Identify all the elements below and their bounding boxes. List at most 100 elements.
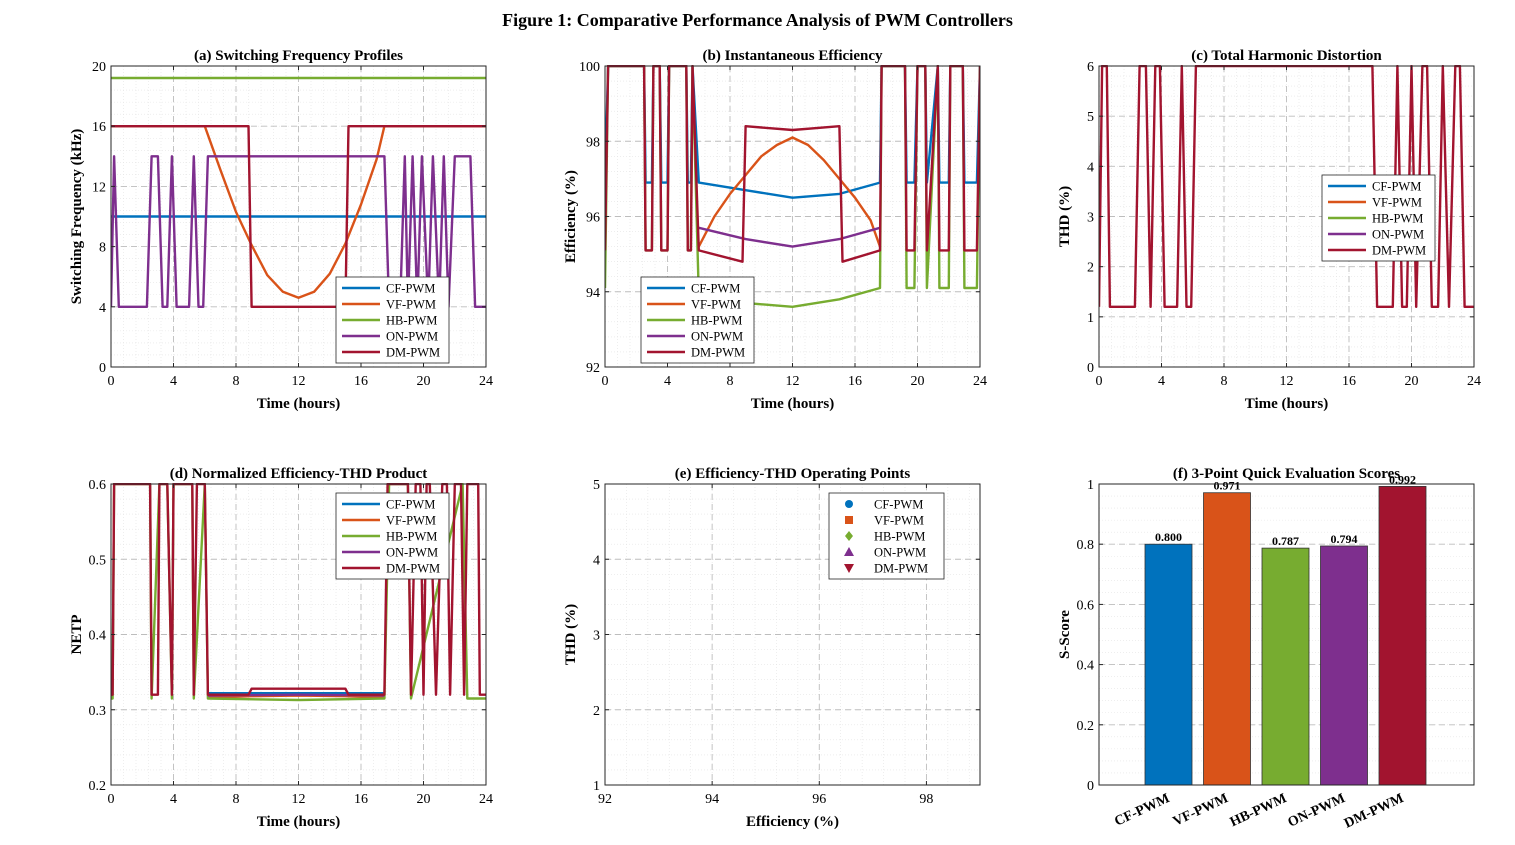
legend-label: DM-PWM: [1372, 244, 1426, 258]
x-tick-label: 24: [973, 374, 987, 389]
chart-title: (c) Total Harmonic Distortion: [1191, 48, 1382, 64]
x-tick-label: 24: [479, 374, 493, 389]
series-group: [111, 483, 486, 702]
legend-marker: [845, 531, 853, 541]
chart-title: (f) 3-Point Quick Evaluation Scores: [1173, 466, 1400, 482]
bar-vf-pwm: [1203, 492, 1251, 786]
legend-label: DM-PWM: [874, 562, 928, 576]
legend-label: CF-PWM: [874, 498, 923, 512]
y-tick-label: 1: [593, 779, 600, 794]
legend-label: ON-PWM: [1372, 228, 1424, 242]
x-tick-label: 8: [233, 792, 240, 807]
x-tick-label: 0: [1096, 374, 1103, 389]
legend-label: ON-PWM: [386, 546, 438, 560]
bar-dm-pwm: [1378, 486, 1427, 786]
x-tick-label: 12: [292, 374, 306, 389]
y-tick-label: 0.6: [1077, 598, 1095, 613]
y-tick-label: 2: [593, 704, 600, 719]
y-tick-label: 1: [1087, 478, 1094, 493]
bar-value-label: 0.800: [1155, 530, 1182, 544]
x-tick-label: 20: [1405, 374, 1419, 389]
x-axis-label: Time (hours): [1245, 396, 1328, 412]
x-tick-label: 20: [417, 792, 431, 807]
y-tick-label: 94: [586, 286, 600, 301]
legend: CF-PWM VF-PWM HB-PWM ON-PWM DM-PWM: [1321, 174, 1436, 262]
x-tick-label: 24: [1467, 374, 1481, 389]
legend-label: VF-PWM: [386, 298, 436, 312]
x-tick-label: 94: [705, 792, 719, 807]
chart-d: 0.2 0.3 0.4 0.5 0.6 0 4 8 12 16 20 24 (d) Normalized…: [69, 466, 493, 830]
x-tick-label: 4: [170, 374, 177, 389]
y-axis-label: Switching Frequency (kHz): [69, 129, 85, 305]
y-tick-label: 0.5: [89, 553, 107, 568]
y-tick-label: 4: [593, 553, 600, 568]
bar-on-pwm: [1320, 545, 1368, 786]
x-tick-label: 12: [1280, 374, 1294, 389]
x-tick-label: 8: [727, 374, 734, 389]
bar-hb-pwm: [1261, 547, 1310, 786]
y-axis-label: THD (%): [563, 604, 579, 665]
y-tick-label: 3: [593, 629, 600, 644]
x-axis-label: Time (hours): [257, 814, 340, 830]
chart-title: (b) Instantaneous Efficiency: [702, 48, 883, 64]
y-tick-label: 12: [92, 180, 106, 195]
x-tick-label: 16: [1342, 374, 1356, 389]
legend-label: CF-PWM: [1372, 180, 1421, 194]
y-tick-label: 20: [92, 60, 106, 75]
x-axis-label: Efficiency (%): [746, 814, 839, 830]
legend-label: HB-PWM: [386, 530, 437, 544]
legend-label: HB-PWM: [386, 314, 437, 328]
y-tick-label: 4: [1087, 160, 1094, 175]
chart-title: (d) Normalized Efficiency-THD Product: [170, 466, 428, 482]
y-tick-label: 5: [1087, 110, 1094, 125]
x-tick-label: 92: [598, 792, 612, 807]
y-tick-label: 0.8: [1077, 538, 1095, 553]
legend: CF-PWM VF-PWM HB-PWM ON-PWM DM-PWM: [335, 492, 450, 580]
x-tick-label: 12: [786, 374, 800, 389]
y-tick-label: 0.2: [1077, 719, 1095, 734]
legend-label: CF-PWM: [386, 282, 435, 296]
y-tick-label: 0.6: [89, 478, 107, 493]
x-tick-label: 20: [911, 374, 925, 389]
chart-e: 1 2 3 4 5 92 94 96 98 (e) Efficiency-THD Operatin…: [563, 466, 981, 830]
x-tick-label: 24: [479, 792, 493, 807]
axes-box: [1098, 483, 1475, 786]
y-tick-label: 0.4: [89, 629, 107, 644]
x-tick-label: 16: [848, 374, 862, 389]
x-tick-label: 0: [108, 792, 115, 807]
y-tick-label: 96: [586, 211, 600, 226]
y-tick-label: 98: [586, 135, 600, 150]
chart-b: 92 94 96 98 100 0 4 8 12 16 20 24 (b) Instantaneous …: [563, 48, 987, 412]
x-tick-label: 12: [292, 792, 306, 807]
x-tick-label: 8: [1221, 374, 1228, 389]
y-tick-label: 0.2: [89, 779, 107, 794]
x-tick-label: 98: [919, 792, 933, 807]
legend-label: DM-PWM: [386, 562, 440, 576]
y-axis-label: THD (%): [1057, 186, 1073, 247]
legend-label: CF-PWM: [691, 282, 740, 296]
category-tick-label: VF-PWM: [1171, 791, 1231, 830]
legend-label: HB-PWM: [1372, 212, 1423, 226]
legend-marker: [844, 547, 854, 556]
y-tick-label: 100: [579, 60, 600, 75]
y-tick-label: 6: [1087, 60, 1094, 75]
bar-value-label: 0.794: [1331, 532, 1358, 546]
legend-label: ON-PWM: [691, 330, 743, 344]
y-tick-label: 4: [99, 301, 106, 316]
y-tick-label: 16: [92, 120, 106, 135]
y-tick-label: 3: [1087, 211, 1094, 226]
legend-label: VF-PWM: [386, 514, 436, 528]
x-tick-label: 0: [602, 374, 609, 389]
bar-value-label: 0.971: [1214, 479, 1241, 493]
y-axis-label: Efficiency (%): [563, 170, 579, 263]
legend-box: [335, 276, 450, 364]
category-tick-label: ON-PWM: [1286, 791, 1348, 831]
legend-label: ON-PWM: [874, 546, 926, 560]
x-axis-label: Time (hours): [257, 396, 340, 412]
x-tick-label: 4: [170, 792, 177, 807]
chart-f: 0.800 CF-PWM 0.971 VF-PWM 0.787 HB-PWM 0.794 ON…: [1057, 466, 1475, 832]
legend-label: CF-PWM: [386, 498, 435, 512]
legend-label: VF-PWM: [874, 514, 924, 528]
legend-label: HB-PWM: [691, 314, 742, 328]
